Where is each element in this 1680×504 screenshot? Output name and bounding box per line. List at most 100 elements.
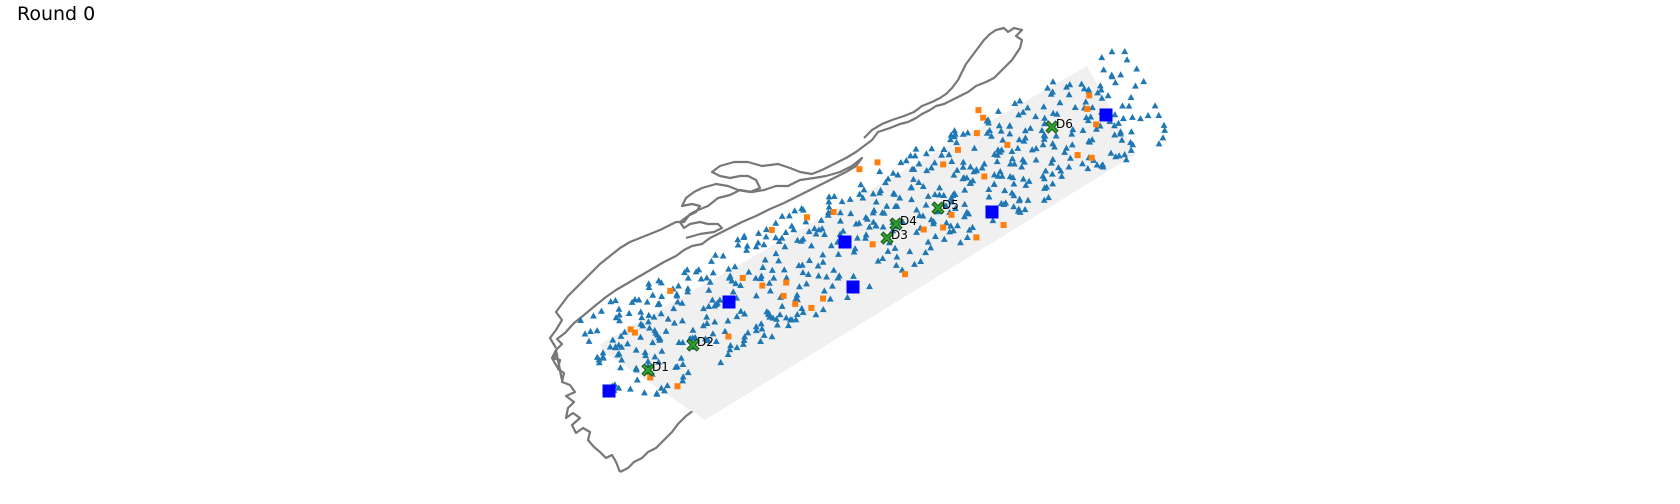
customer-triangle-icon: [893, 253, 901, 260]
customer-triangle-icon: [783, 274, 790, 281]
customer-triangle-icon: [862, 234, 869, 241]
customer-triangle-icon: [950, 227, 957, 234]
customer-triangle-icon: [839, 227, 847, 234]
customer-triangle-icon: [823, 273, 830, 280]
customer-triangle-icon: [947, 194, 955, 201]
customer-triangle-icon: [1140, 78, 1148, 85]
customer-triangle-icon: [612, 297, 619, 304]
customer-triangle-icon: [961, 186, 969, 193]
customer-triangle-icon: [990, 180, 998, 187]
customer-triangle-icon: [884, 175, 892, 182]
customer-triangle-icon: [689, 326, 697, 333]
customer-triangle-icon: [644, 318, 652, 325]
customer-triangle-icon: [1051, 143, 1058, 150]
customer-triangle-icon: [675, 338, 683, 346]
customer-triangle-icon: [866, 282, 873, 290]
customer-triangle-icon: [844, 293, 851, 301]
secondary-site-square-icon: [725, 333, 732, 340]
depot-x-cross-icon: [931, 201, 945, 215]
customer-triangle-icon: [737, 281, 744, 288]
customer-triangle-icon: [632, 366, 640, 373]
customer-triangle-icon: [924, 238, 932, 245]
customer-triangle-icon: [709, 269, 717, 276]
customer-triangle-icon: [1053, 110, 1061, 117]
customer-triangle-icon: [897, 158, 905, 166]
customer-triangle-icon: [927, 164, 935, 171]
customer-triangle-icon: [782, 228, 790, 235]
customer-triangle-icon: [862, 213, 870, 220]
customer-triangle-icon: [637, 320, 645, 327]
customer-triangle-icon: [1021, 127, 1029, 134]
customer-triangle-icon: [1068, 130, 1076, 137]
secondary-site-square-icon: [902, 271, 909, 278]
customer-triangle-icon: [870, 218, 877, 225]
customer-triangle-icon: [760, 331, 768, 338]
customer-triangle-icon: [1108, 73, 1116, 80]
customer-triangle-icon: [1155, 140, 1163, 147]
customer-triangle-icon: [1093, 161, 1101, 168]
customer-triangle-icon: [724, 317, 732, 324]
customer-triangle-icon: [740, 336, 748, 343]
customer-triangle-icon: [947, 136, 954, 143]
depot-marker: D2: [686, 335, 714, 352]
customer-triangle-icon: [1122, 156, 1130, 163]
customer-triangle-icon: [606, 343, 614, 350]
customer-triangle-icon: [645, 311, 653, 318]
customer-triangle-icon: [862, 231, 870, 238]
customer-triangle-icon: [907, 152, 914, 159]
secondary-site-square-icon: [667, 287, 674, 294]
customer-triangle-icon: [664, 381, 671, 389]
secondary-site-square-icon: [948, 211, 955, 218]
customer-triangle-icon: [876, 167, 884, 175]
customer-triangle-icon: [1119, 114, 1127, 122]
customer-triangle-icon: [729, 288, 737, 295]
depot-marker: D1: [641, 360, 669, 377]
customer-triangle-icon: [740, 232, 748, 239]
customer-triangle-icon: [879, 223, 887, 230]
customer-triangle-icon: [675, 282, 682, 289]
customer-triangle-icon: [703, 274, 711, 281]
customer-triangle-icon: [984, 116, 992, 123]
customer-triangle-icon: [766, 287, 774, 294]
customer-triangle-icon: [799, 268, 807, 276]
customer-triangle-icon: [970, 168, 978, 175]
customer-triangle-icon: [799, 308, 807, 316]
depot-x-cross-icon: [880, 231, 894, 245]
customer-triangle-icon: [1068, 141, 1076, 148]
customer-triangle-icon: [1088, 136, 1096, 143]
customer-triangle-icon: [637, 308, 645, 315]
customer-triangle-icon: [883, 202, 891, 209]
customer-triangle-icon: [1098, 162, 1105, 169]
customer-triangle-icon: [703, 319, 711, 327]
customer-triangle-icon: [744, 329, 752, 336]
customer-triangle-icon: [612, 344, 619, 351]
customer-triangle-icon: [1057, 167, 1065, 174]
customer-triangle-icon: [837, 217, 844, 224]
customer-triangle-icon: [1009, 155, 1016, 162]
customer-triangle-icon: [1115, 119, 1122, 126]
depot-x-cross-icon: [889, 217, 903, 231]
customer-triangle-icon: [624, 340, 631, 347]
secondary-site-square-icon: [1084, 105, 1091, 112]
customer-triangle-icon: [876, 189, 884, 196]
depot-marker: D4: [889, 214, 917, 231]
customer-triangle-icon: [922, 201, 930, 208]
customer-triangle-icon: [1043, 183, 1051, 190]
customer-triangle-icon: [1006, 172, 1014, 180]
customer-triangle-icon: [609, 336, 617, 343]
secondary-site-square-icon: [954, 146, 961, 153]
customer-triangle-icon: [850, 248, 858, 255]
depot-marker: D3: [880, 228, 908, 245]
customer-triangle-icon: [754, 239, 762, 246]
customer-triangle-icon: [633, 376, 641, 383]
customer-triangle-icon: [657, 310, 665, 317]
customer-triangle-icon: [963, 233, 971, 240]
customer-triangle-icon: [951, 130, 959, 137]
round-title: Round 0: [17, 3, 96, 25]
customer-triangle-icon: [889, 169, 897, 176]
customer-triangle-icon: [1129, 113, 1136, 120]
customer-triangle-icon: [940, 191, 948, 199]
customer-triangle-icon: [1024, 196, 1032, 203]
customer-triangle-icon: [1119, 102, 1126, 109]
